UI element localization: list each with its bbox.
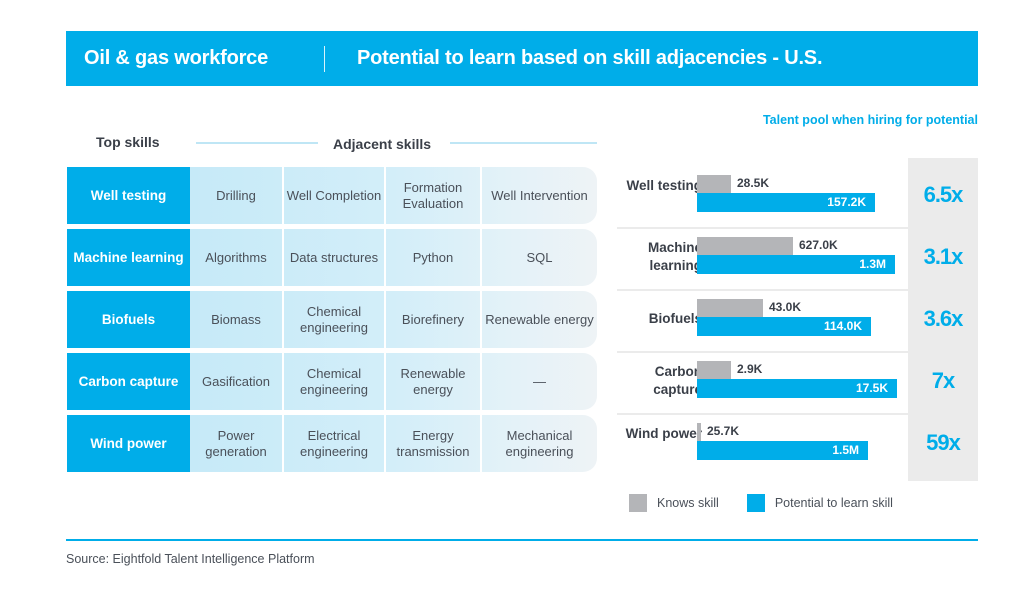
skills-table: Well testing Drilling Well Completion Fo… <box>67 167 597 477</box>
knows-skill-value: 25.7K <box>707 424 740 438</box>
header-divider-left <box>196 142 318 144</box>
category-label: Well testing <box>626 178 702 193</box>
knows-skill-bar <box>697 299 763 318</box>
multiplier-column-bg <box>908 158 978 481</box>
chart-row: Biofuels 43.0K 114.0K 3.6x <box>617 291 978 353</box>
title-banner: Oil & gas workforce Potential to learn b… <box>66 31 978 86</box>
adjacent-skill-cell: Python <box>384 229 480 286</box>
knows-skill-value: 627.0K <box>799 238 838 252</box>
adjacent-skills-header: Adjacent skills <box>333 136 432 152</box>
adjacent-skill-cell: Well Completion <box>282 167 384 224</box>
table-row: Carbon capture Gasification Chemical eng… <box>67 353 597 410</box>
adjacent-skill-cell: Mechanical engineering <box>480 415 597 472</box>
knows-skill-value: 28.5K <box>737 176 770 190</box>
multiplier-value: 7x <box>931 368 955 393</box>
top-skill-cell: Biofuels <box>67 291 190 348</box>
table-row: Wind power Power generation Electrical e… <box>67 415 597 472</box>
adjacent-skill-cell: Data structures <box>282 229 384 286</box>
chart-row: Carbon capture 2.9K 17.5K 7x <box>617 353 978 415</box>
potential-bar: 1.5M <box>697 441 868 460</box>
category-label: Wind power <box>625 426 702 441</box>
knows-skill-bar <box>697 423 701 442</box>
potential-bar: 1.3M <box>697 255 895 274</box>
top-skill-cell: Machine learning <box>67 229 190 286</box>
knows-skill-bar <box>697 237 793 256</box>
talent-pool-title: Talent pool when hiring for potential <box>762 113 978 127</box>
legend-label: Knows skill <box>657 496 719 510</box>
source-note: Source: Eightfold Talent Intelligence Pl… <box>66 552 315 566</box>
category-label: Biofuels <box>648 311 702 326</box>
footer-divider <box>66 539 978 541</box>
multiplier-value: 6.5x <box>923 182 964 207</box>
category-label: Machine learning <box>647 240 702 273</box>
adjacent-skill-cell: — <box>480 353 597 410</box>
adjacent-skill-cell: Drilling <box>216 187 256 203</box>
knows-skill-bar <box>697 361 731 380</box>
legend-item-potential: Potential to learn skill <box>746 494 893 512</box>
adjacent-skill-cell: SQL <box>480 229 597 286</box>
potential-bar: 17.5K <box>697 379 897 398</box>
chart-row: Well testing 28.5K 157.2K 6.5x <box>617 167 978 229</box>
adjacent-skill-cell: Chemical engineering <box>282 291 384 348</box>
legend-item-knows: Knows skill <box>629 494 719 512</box>
chart-legend: Knows skill Potential to learn skill <box>629 494 921 512</box>
multiplier-value: 3.1x <box>923 244 964 269</box>
adjacent-skill-cell: Renewable energy <box>384 353 480 410</box>
table-row: Machine learning Algorithms Data structu… <box>67 229 597 286</box>
adjacent-skill-cell: Power generation <box>205 427 267 459</box>
adjacent-skill-cell: Renewable energy <box>480 291 597 348</box>
adjacent-skill-cell: Electrical engineering <box>282 415 384 472</box>
category-label: Carbon capture <box>653 364 702 397</box>
chart-row: Machine learning 627.0K 1.3M 3.1x <box>617 229 978 291</box>
adjacent-skill-cell: Biomass <box>211 311 261 327</box>
title-right: Potential to learn based on skill adjace… <box>357 47 823 69</box>
table-row: Biofuels Biomass Chemical engineering Bi… <box>67 291 597 348</box>
bar-chart: Well testing 28.5K 157.2K 6.5x Machine l… <box>617 167 978 477</box>
title-divider <box>324 45 325 72</box>
adjacent-skill-cell: Chemical engineering <box>282 353 384 410</box>
top-skill-cell: Well testing <box>67 167 190 224</box>
multiplier-value: 3.6x <box>923 306 964 331</box>
title-left: Oil & gas workforce <box>84 47 269 69</box>
top-skill-cell: Carbon capture <box>67 353 190 410</box>
knows-skill-value: 43.0K <box>769 300 802 314</box>
adjacent-skill-cell: Gasification <box>202 373 270 389</box>
legend-swatch-blue <box>746 494 765 512</box>
adjacent-skill-cell: Biorefinery <box>384 291 480 348</box>
table-row: Well testing Drilling Well Completion Fo… <box>67 167 597 224</box>
potential-bar: 157.2K <box>697 193 875 212</box>
legend-swatch-gray <box>629 494 647 512</box>
knows-skill-value: 2.9K <box>737 362 763 376</box>
knows-skill-bar <box>697 175 731 194</box>
chart-row: Wind power 25.7K 1.5M 59x <box>617 415 978 477</box>
top-skills-header: Top skills <box>96 134 160 150</box>
legend-label: Potential to learn skill <box>774 496 893 510</box>
adjacent-skill-cell: Well Intervention <box>480 167 597 224</box>
header-divider-right <box>450 142 597 144</box>
adjacent-skill-cell: Energy transmission <box>384 415 480 472</box>
adjacent-skill-cell: Formation Evaluation <box>384 167 480 224</box>
potential-bar: 114.0K <box>697 317 871 336</box>
multiplier-value: 59x <box>926 430 961 455</box>
top-skill-cell: Wind power <box>67 415 190 472</box>
adjacent-skill-cell: Algorithms <box>205 249 267 265</box>
